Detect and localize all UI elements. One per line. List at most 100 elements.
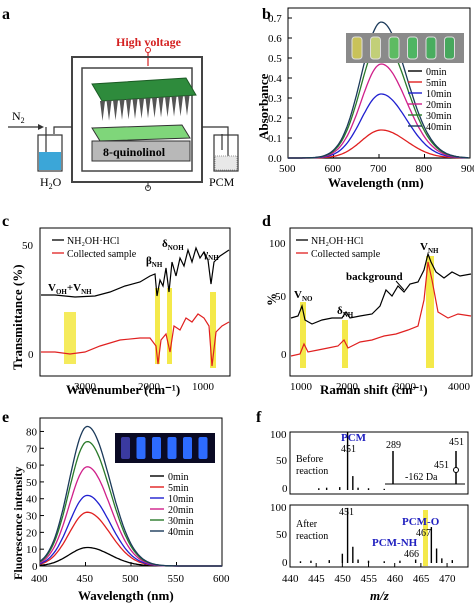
panel-b-xlabel: Wavelength (nm) [328, 175, 424, 190]
high-voltage-label: High voltage [116, 35, 182, 49]
panel-d-letter: d [262, 213, 271, 230]
f-pcm-nh-label: PCM-NH [372, 537, 418, 549]
n2-label: N2 [12, 109, 25, 125]
annot-background: background [346, 271, 403, 283]
e-xtick-label: 400 [31, 573, 48, 585]
panel-c-xtick-1000: 1000 [192, 381, 215, 393]
water-bottle [37, 134, 63, 172]
panel-a: a High voltage 8-quinolinol N2 H2O PCM [2, 6, 239, 191]
pcm-bottle-label: PCM [209, 175, 235, 189]
f-top-ytick-100: 100 [270, 429, 287, 441]
annot-vnh: VNH [420, 241, 439, 255]
f-inset-451: 451 [449, 437, 464, 448]
band-vnh [426, 256, 434, 368]
panel-d-xtick-2000: 2000 [336, 381, 359, 393]
vial [407, 36, 418, 60]
f-bottom-ytick-100: 100 [270, 502, 287, 514]
band-gamma-nh [210, 292, 216, 368]
ground-terminal [145, 185, 151, 191]
f-top-peaks [318, 432, 385, 490]
b-ytick-label: 0.6 [268, 33, 282, 45]
b-legend-label: 30min [426, 111, 452, 122]
e-ytick-label: 10 [26, 544, 38, 556]
band-beta-nh [155, 288, 160, 364]
f-top-peak-451: 451 [341, 444, 356, 455]
vial [425, 36, 437, 60]
vial [351, 36, 363, 60]
f-after-2: reaction [296, 531, 328, 542]
panel-b-xticks: 500 600 700 800 900 [279, 154, 474, 175]
panel-c-xlabel: Wavenumber (cm⁻¹) [66, 382, 180, 397]
fluorescence-curve-40min [39, 425, 222, 567]
b-ytick-label: 0.7 [268, 13, 282, 25]
panel-b-yticks: 0.0 0.1 0.2 0.3 0.4 0.5 0.6 0.7 [268, 13, 292, 165]
fluorescence-curve-20min [39, 466, 222, 567]
fluorescence-curve-5min [39, 511, 222, 567]
f-xtick-label: 455 [361, 573, 378, 585]
needle [152, 97, 157, 118]
ftir-sample-curve [41, 313, 230, 367]
e-ytick-label: 70 [26, 443, 38, 455]
needle [178, 96, 183, 117]
e-xtick-label: 450 [77, 573, 94, 585]
panel-c-xtick-2000: 2000 [138, 381, 161, 393]
n2-arrow [38, 124, 44, 130]
b-ytick-label: 0.1 [268, 133, 282, 145]
annot-dnh: δNH [337, 305, 354, 319]
f-bottom-ytick-50: 50 [276, 529, 288, 541]
hv-terminal [145, 47, 151, 53]
band-vno [300, 302, 306, 368]
uv-vial [136, 437, 146, 459]
uv-vial [183, 437, 192, 459]
f-xtick-label: 440 [282, 573, 299, 585]
f-before-1: Before [296, 454, 324, 465]
f-xtick-label: 470 [439, 573, 456, 585]
enclosure-inner [81, 67, 193, 172]
f-before-2: reaction [296, 466, 328, 477]
panel-f-xlabel: m/z [370, 588, 390, 603]
raman-nh2oh-curve [290, 251, 472, 325]
panel-d-ytick-0: 0 [281, 349, 287, 361]
needle [145, 98, 151, 119]
uv-vials-row [121, 437, 208, 459]
absorbance-curve-40min [288, 21, 469, 159]
raman-sample-curve [290, 261, 472, 357]
panel-a-letter: a [2, 6, 10, 23]
needle [139, 98, 144, 119]
band-dnh [342, 320, 348, 368]
pcm-fill [214, 155, 238, 171]
panel-d-legend-2: Collected sample [311, 249, 381, 260]
needle [126, 99, 131, 120]
panel-e-xlabel: Wavelength (nm) [78, 588, 174, 603]
f-inset-marker [453, 467, 459, 473]
panel-e: e Fluorescence intensity Wavelength (nm)… [2, 409, 230, 603]
panel-e-curves [39, 425, 222, 567]
needle [113, 100, 118, 121]
panel-c-legend-2: Collected sample [67, 249, 137, 260]
panel-b-letter: b [262, 6, 271, 23]
panel-d-xlabel: Raman shift (cm⁻¹) [320, 382, 428, 397]
uv-vial [167, 437, 177, 459]
panel-c-frame [39, 227, 231, 377]
vial [370, 36, 381, 60]
ftir-nh2oh-curve [41, 246, 230, 298]
b-legend-label: 40min [426, 122, 452, 133]
pcm-bottle [213, 134, 239, 172]
f-bottom-peak-451: 451 [339, 507, 354, 518]
b-legend-label: 5min [426, 78, 447, 89]
e-legend-label: 20min [168, 505, 194, 516]
e-legend-label: 30min [168, 516, 194, 527]
panel-f-bottom-frame [289, 504, 469, 568]
e-ytick-label: 80 [26, 426, 38, 438]
quinolinol-dish [91, 140, 191, 162]
vial [444, 36, 455, 60]
outlet-tubes [202, 126, 229, 160]
uv-vials-photo [115, 433, 215, 463]
f-xtick-label: 460 [387, 573, 404, 585]
panel-c-ylabel: Transmittance (%) [10, 264, 25, 370]
quinolinol-label: 8-quinolinol [103, 145, 166, 159]
e-legend-label: 0min [168, 472, 189, 483]
